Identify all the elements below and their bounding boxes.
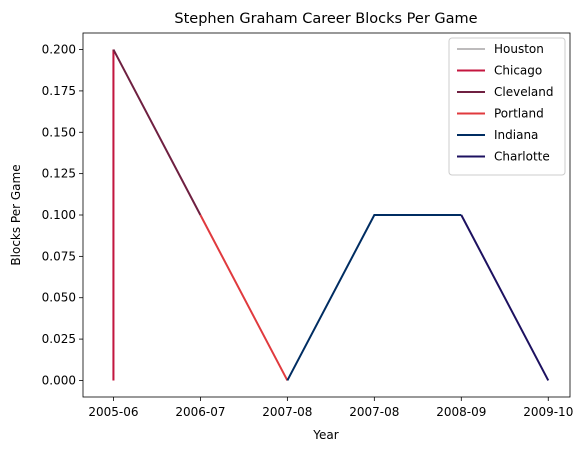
legend-label-chicago: Chicago <box>494 64 542 78</box>
legend-label-indiana: Indiana <box>494 128 538 142</box>
series-line-cleveland <box>112 49 202 216</box>
x-tick-label: 2006-07 <box>175 405 225 419</box>
y-axis-label: Blocks Per Game <box>9 164 23 265</box>
chart-title: Stephen Graham Career Blocks Per Game <box>174 11 477 27</box>
x-tick-label: 2008-09 <box>436 405 486 419</box>
x-tick-label: 2007-08 <box>349 405 399 419</box>
legend-label-charlotte: Charlotte <box>494 150 550 164</box>
x-tick-label: 2007-08 <box>262 405 312 419</box>
y-tick-label: 0.050 <box>42 291 76 305</box>
x-tick-label: 2005-06 <box>88 405 138 419</box>
y-tick-label: 0.175 <box>42 84 76 98</box>
legend: Houston Chicago Cleveland Portland Indiana Ch… <box>448 37 566 176</box>
legend-box <box>448 37 566 176</box>
y-tick-label: 0.000 <box>42 373 76 387</box>
series-line-portland <box>199 214 289 381</box>
y-axis: 0.000 0.025 0.050 0.075 0.100 0.125 0.150 0.175… <box>42 43 83 387</box>
series-line-charlotte <box>460 214 550 381</box>
x-tick-label: 2009-10 <box>523 405 573 419</box>
series-lines <box>112 49 550 381</box>
series-line-indiana <box>286 214 462 381</box>
y-tick-label: 0.025 <box>42 332 76 346</box>
y-tick-label: 0.150 <box>42 125 76 139</box>
x-axis: 2005-06 2006-07 2007-08 2007-08 2008-09 2009-… <box>88 397 573 419</box>
y-tick-label: 0.125 <box>42 167 76 181</box>
legend-label-portland: Portland <box>494 107 544 121</box>
legend-label-houston: Houston <box>494 42 544 56</box>
y-tick-label: 0.100 <box>42 208 76 222</box>
x-axis-label: Year <box>312 428 338 442</box>
y-tick-label: 0.075 <box>42 249 76 263</box>
y-tick-label: 0.200 <box>42 43 76 57</box>
legend-label-cleveland: Cleveland <box>494 85 554 99</box>
